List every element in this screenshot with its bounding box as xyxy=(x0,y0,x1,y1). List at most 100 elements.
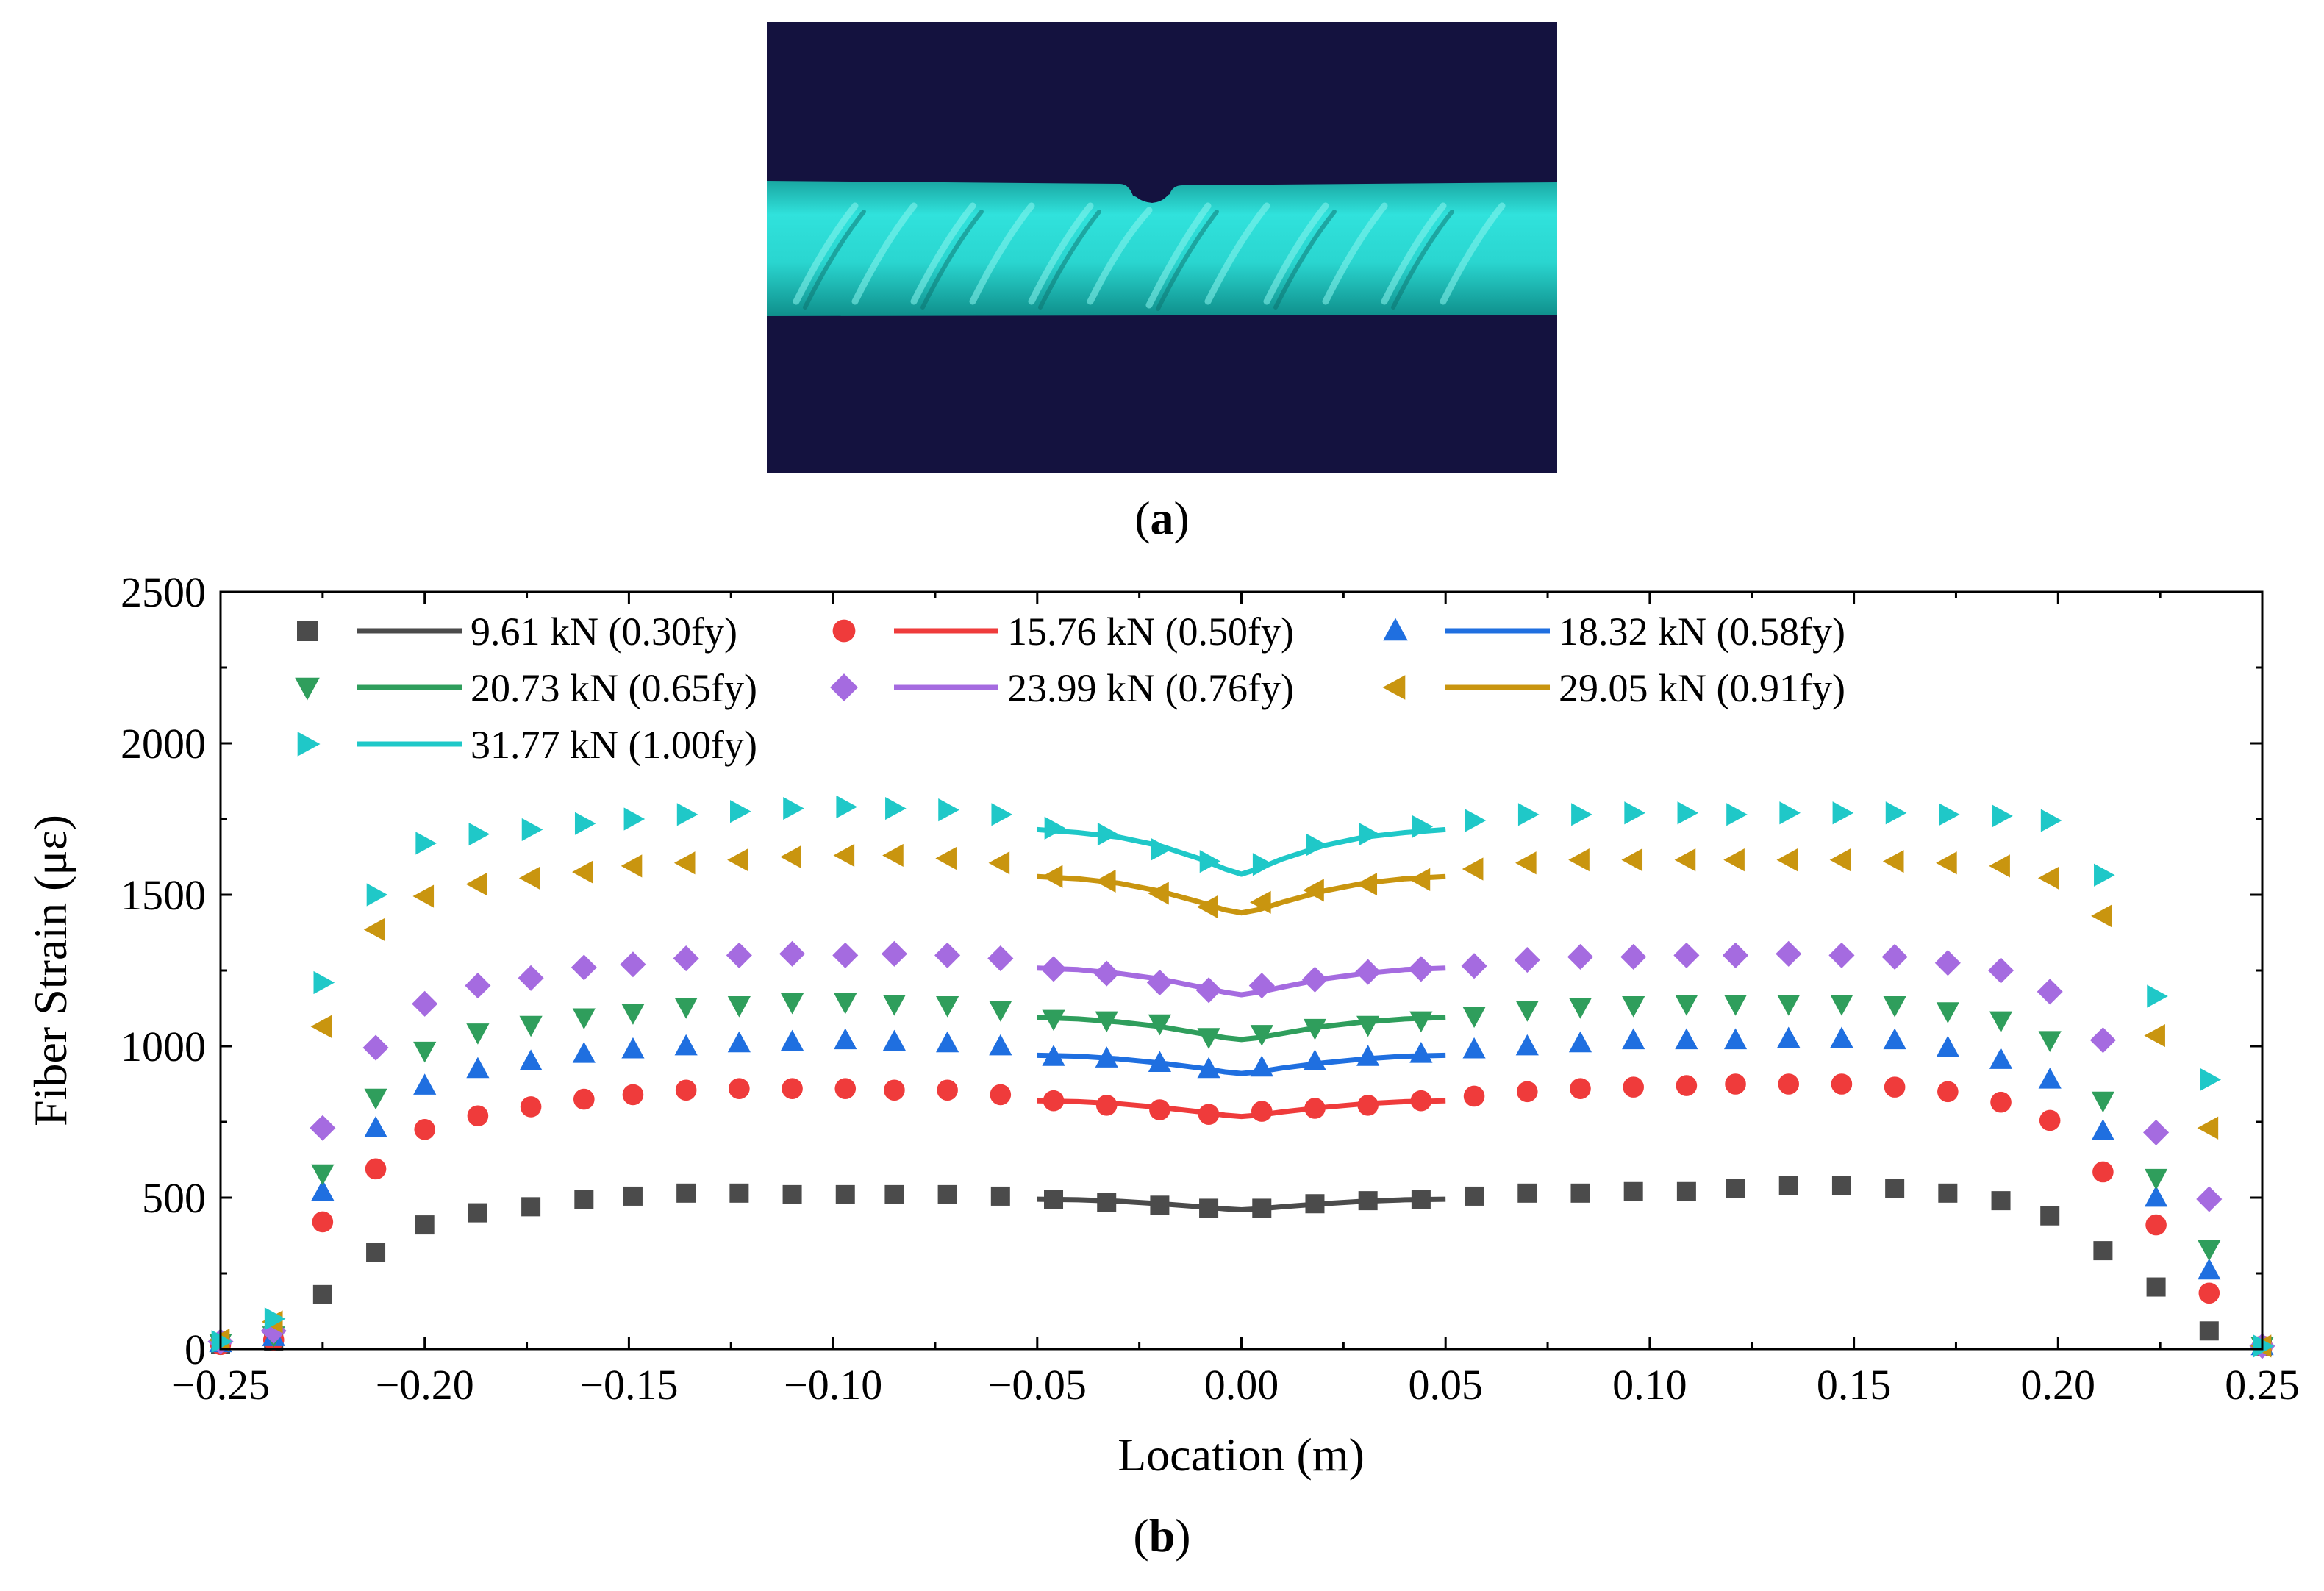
fit-line xyxy=(1037,1015,1446,1043)
data-point xyxy=(1571,803,1592,826)
data-point xyxy=(465,973,491,999)
data-point xyxy=(1570,1078,1591,1099)
data-point xyxy=(1195,977,1222,1004)
data-point xyxy=(1411,1190,1431,1209)
data-point xyxy=(937,1079,958,1101)
data-point xyxy=(2145,1214,2167,1236)
legend-marker xyxy=(295,677,320,701)
x-tick-label: 0.05 xyxy=(1408,1361,1483,1409)
data-markers xyxy=(207,795,2275,1359)
data-point xyxy=(881,940,907,967)
rebar-scan-image xyxy=(767,22,1557,473)
data-point xyxy=(1883,1028,1906,1050)
data-point xyxy=(415,1215,435,1235)
x-tick-label: −0.25 xyxy=(171,1361,270,1409)
data-point xyxy=(1515,1001,1539,1022)
data-point xyxy=(415,832,437,855)
data-point xyxy=(2038,1068,2062,1089)
data-point xyxy=(1934,950,1961,976)
data-point xyxy=(2196,1186,2223,1212)
data-point xyxy=(1041,865,1063,888)
data-point xyxy=(1622,996,1645,1018)
data-point xyxy=(312,1284,332,1304)
data-point xyxy=(521,1197,541,1217)
data-point xyxy=(1777,994,1801,1016)
y-tick-label: 1500 xyxy=(121,871,206,919)
data-point xyxy=(311,1164,335,1186)
x-tick-label: −0.05 xyxy=(988,1361,1087,1409)
x-axis-label: Location (m) xyxy=(1118,1429,1365,1481)
data-point xyxy=(833,843,855,868)
legend-label: 15.76 kN (0.50fy) xyxy=(1007,609,1294,654)
data-point xyxy=(2093,1241,2113,1261)
data-point xyxy=(987,945,1014,972)
data-point xyxy=(1095,1095,1118,1116)
data-point xyxy=(675,1079,697,1101)
data-point xyxy=(1199,1198,1219,1218)
data-point xyxy=(2039,1109,2061,1131)
data-point xyxy=(1356,872,1378,896)
data-point xyxy=(727,1031,751,1053)
data-point xyxy=(1938,1183,1958,1203)
data-point xyxy=(1043,1090,1065,1112)
legend-marker xyxy=(832,619,856,643)
data-point xyxy=(1568,998,1592,1019)
data-point xyxy=(1197,1028,1220,1049)
data-point xyxy=(1044,816,1066,840)
data-point xyxy=(518,965,544,991)
data-point xyxy=(1675,994,1698,1016)
data-point xyxy=(414,1119,435,1140)
data-point xyxy=(990,1084,1012,1106)
data-point xyxy=(1146,969,1173,996)
data-point xyxy=(574,812,596,835)
data-point xyxy=(1303,879,1324,902)
data-point xyxy=(935,846,957,870)
data-point xyxy=(1356,1045,1380,1066)
data-point xyxy=(1936,1035,1959,1057)
data-point xyxy=(1725,1073,1746,1095)
legend-label: 18.32 kN (0.58fy) xyxy=(1559,609,1845,654)
data-point xyxy=(2146,1277,2166,1297)
data-point xyxy=(991,803,1013,826)
data-point xyxy=(413,1073,437,1095)
data-point xyxy=(519,1049,543,1070)
data-point xyxy=(2144,1185,2168,1207)
data-point xyxy=(1723,848,1745,872)
legend-label: 20.73 kN (0.65fy) xyxy=(471,666,757,710)
data-point xyxy=(2092,1161,2114,1183)
data-point xyxy=(366,1243,386,1262)
data-point xyxy=(1250,1055,1273,1077)
data-point xyxy=(1412,815,1434,838)
data-point xyxy=(1463,1085,1485,1107)
data-point xyxy=(1568,1031,1592,1053)
data-point xyxy=(834,1028,857,1050)
data-point xyxy=(1515,1034,1539,1056)
x-tick-label: 0.25 xyxy=(2225,1361,2300,1409)
data-point xyxy=(1885,801,1907,825)
data-point xyxy=(1673,942,1700,968)
data-point xyxy=(1778,1176,1798,1195)
data-point xyxy=(413,1041,437,1063)
data-point xyxy=(729,1078,750,1099)
data-point xyxy=(1462,1037,1486,1059)
data-point xyxy=(885,796,907,820)
data-point xyxy=(780,993,804,1015)
data-point xyxy=(1677,801,1699,825)
data-point xyxy=(834,1078,857,1099)
x-tick-label: 0.20 xyxy=(2021,1361,2096,1409)
data-point xyxy=(468,823,490,846)
data-point xyxy=(783,796,804,820)
legend: 9.61 kN (0.30fy) 15.76 kN (0.50fy) 18.32 k… xyxy=(295,609,1845,767)
data-point xyxy=(1675,1028,1698,1050)
data-point xyxy=(835,1184,855,1204)
data-point xyxy=(934,942,961,968)
data-point xyxy=(1620,943,1647,970)
data-point xyxy=(1305,1194,1325,1214)
data-point xyxy=(729,1183,749,1203)
data-point xyxy=(573,1088,595,1110)
data-point xyxy=(1304,1098,1326,1119)
data-point xyxy=(674,998,698,1019)
data-point xyxy=(1723,1028,1748,1050)
data-point xyxy=(1465,809,1487,832)
data-point xyxy=(1989,854,2010,878)
